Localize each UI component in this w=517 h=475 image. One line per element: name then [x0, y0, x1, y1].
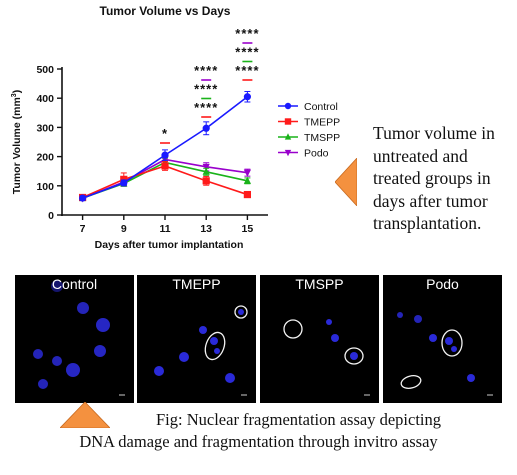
orange-triangle-right — [335, 158, 357, 206]
series-line — [82, 96, 248, 199]
x-tick-label: 9 — [121, 223, 127, 235]
x-tick-label: 15 — [242, 223, 254, 235]
panel-podo: Podo — [383, 275, 502, 403]
panel-tmspp: TMSPP — [260, 275, 379, 403]
orange-triangle-up — [60, 402, 110, 428]
y-tick-label: 500 — [36, 64, 54, 76]
data-point — [243, 190, 251, 199]
legend-marker — [284, 133, 292, 140]
panel-tmepp-image — [154, 305, 248, 396]
data-point — [161, 162, 169, 170]
y-tick-label: 200 — [36, 152, 54, 164]
data-point — [120, 179, 128, 187]
legend-marker — [284, 102, 292, 110]
y-axis-label-main: Tumor Volume (mm — [11, 97, 23, 194]
legend-label: Podo — [304, 148, 329, 160]
significance-stars: **** — [235, 26, 259, 41]
panel-podo-image — [397, 312, 493, 396]
significance-stars: **** — [235, 45, 259, 60]
data-point — [161, 151, 169, 159]
significance-stars: **** — [194, 100, 218, 115]
legend-label: TMSPP — [304, 132, 340, 144]
panel-tmspp-image — [283, 319, 370, 396]
nuclear-fragmentation-panels: Control TMEPP TMSPP — [15, 275, 502, 403]
panel-tmepp: TMEPP — [137, 275, 256, 403]
data-point — [243, 93, 251, 101]
panel-label: Podo — [426, 276, 459, 292]
data-point — [202, 167, 210, 175]
data-point — [243, 176, 251, 184]
y-tick-label: 100 — [36, 181, 54, 193]
panel-control: Control — [15, 275, 134, 403]
data-point — [202, 163, 210, 172]
y-axis-label-sup: 3 — [11, 93, 18, 97]
panel-label: TMSPP — [295, 276, 344, 292]
significance-stars: **** — [235, 63, 259, 78]
legend-marker — [284, 149, 292, 157]
x-tick-label: 11 — [159, 223, 170, 235]
panel-label: TMEPP — [172, 276, 221, 292]
caption-line-1: Fig: Nuclear fragmentation assay depicti… — [156, 410, 441, 429]
x-tick-label: 7 — [80, 223, 86, 235]
x-tick-label: 13 — [200, 223, 212, 235]
significance-stars: * — [162, 126, 168, 141]
y-axis-label: Tumor Volume (mm3) — [11, 90, 23, 194]
data-point — [243, 169, 251, 177]
y-axis-label-close: ) — [11, 90, 23, 94]
significance-stars: **** — [194, 82, 218, 97]
data-point — [79, 194, 87, 202]
legend-label: Control — [304, 101, 338, 113]
significance-stars: **** — [194, 63, 218, 78]
tumor-volume-chart: Tumor Volume vs Days 0 100 200 300 400 500 7 9 11… — [11, 4, 340, 251]
caption-line-2: DNA damage and fragmentation through inv… — [79, 432, 438, 451]
panel-label: Control — [51, 276, 98, 292]
y-tick-label: 300 — [36, 122, 54, 134]
legend-marker — [284, 118, 292, 125]
panel-control-image — [33, 280, 125, 396]
x-axis-label: Days after tumor implantation — [95, 239, 244, 251]
data-point — [202, 124, 210, 132]
data-point — [202, 177, 210, 185]
chart-title: Tumor Volume vs Days — [100, 4, 231, 18]
legend-label: TMEPP — [304, 117, 340, 129]
side-description: Tumor volume in untreated and treated gr… — [373, 123, 495, 233]
y-tick-label: 400 — [36, 93, 54, 105]
y-tick-label: 0 — [48, 210, 54, 222]
